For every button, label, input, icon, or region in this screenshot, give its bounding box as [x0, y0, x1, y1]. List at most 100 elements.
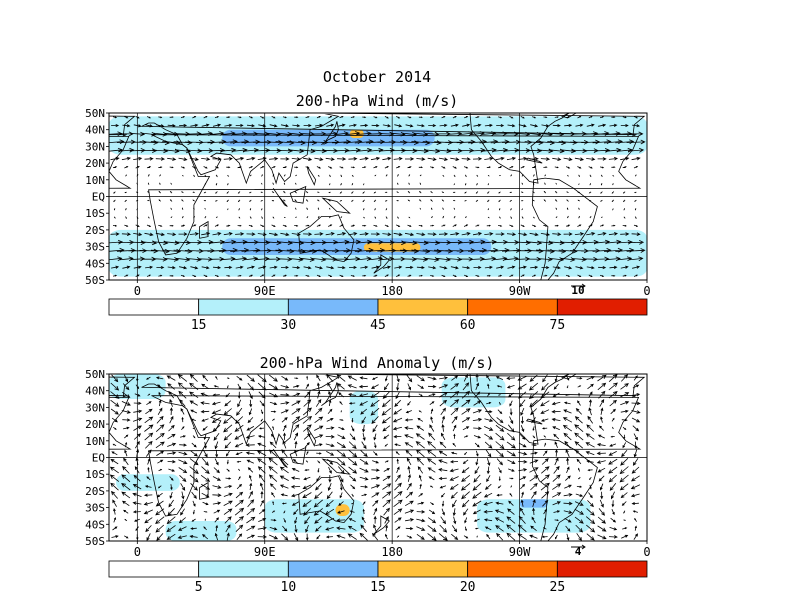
wind-vector — [633, 116, 638, 119]
wind-vector — [169, 491, 173, 499]
longitude-label: 90W — [509, 284, 531, 298]
wind-vector — [362, 508, 365, 515]
wind-vector — [111, 417, 118, 423]
wind-vector — [328, 166, 333, 169]
wind-vector — [167, 157, 177, 161]
latitude-label: 20S — [85, 224, 105, 237]
wind-vector — [371, 384, 379, 389]
wind-vector — [246, 516, 256, 524]
wind-vector — [554, 116, 559, 119]
wind-vector — [190, 450, 198, 457]
wind-vector — [248, 274, 254, 277]
coastline — [321, 197, 351, 214]
wind-vector — [150, 248, 170, 254]
wind-vector — [628, 256, 644, 262]
wind-vector — [139, 140, 159, 145]
wind-vector — [350, 116, 355, 118]
wind-vector — [316, 452, 322, 455]
wind-vector — [113, 426, 117, 430]
wind-vector — [110, 382, 120, 391]
coastline — [272, 448, 288, 468]
wind-vector — [526, 148, 543, 154]
wind-vector — [159, 182, 161, 185]
wind-vector — [498, 467, 502, 474]
wind-vector — [363, 216, 365, 219]
wind-vector — [169, 274, 174, 277]
wind-vector — [555, 216, 558, 219]
wind-vector — [214, 116, 220, 119]
wind-vector — [158, 190, 161, 194]
wind-vector — [326, 266, 335, 270]
wind-vector — [170, 216, 173, 219]
wind-vector — [179, 266, 188, 270]
wind-vector — [201, 157, 211, 161]
colorbar-swatch — [287, 560, 379, 578]
wind-vector — [370, 391, 380, 398]
wind-vector — [632, 458, 639, 466]
wind-vector — [328, 466, 332, 474]
wind-vector — [600, 174, 603, 178]
wind-vector — [521, 208, 524, 211]
wind-vector — [407, 392, 411, 399]
wind-vector — [483, 510, 493, 514]
wind-vector — [109, 239, 124, 245]
wind-vector — [359, 532, 368, 541]
wind-vector — [302, 415, 313, 424]
wind-vector — [498, 191, 501, 194]
wind-vector — [167, 124, 176, 128]
wind-vector — [223, 500, 233, 506]
wind-vector — [577, 199, 580, 202]
wind-vector — [291, 476, 300, 480]
wind-vector — [235, 491, 244, 499]
wind-vector — [407, 199, 411, 202]
wind-vector — [542, 427, 548, 430]
wind-vector — [393, 156, 403, 161]
wind-vector — [563, 401, 571, 405]
wind-vector — [348, 123, 357, 127]
wind-vector — [146, 401, 152, 406]
wind-vector — [465, 183, 467, 186]
wind-vector — [254, 256, 270, 262]
wind-vector — [157, 459, 164, 464]
wind-vector — [566, 466, 570, 474]
wind-vector — [225, 477, 232, 480]
wind-vector — [508, 392, 514, 398]
wind-vector — [619, 483, 629, 491]
wind-vector — [575, 266, 584, 270]
wind-vector — [226, 459, 229, 465]
wind-vector — [113, 274, 118, 277]
wind-vector — [226, 468, 230, 472]
wind-vector — [531, 490, 537, 499]
wind-vector — [261, 216, 263, 220]
wind-vector — [547, 140, 567, 146]
wind-vector — [551, 417, 561, 422]
coastline — [525, 418, 543, 425]
wind-vector — [193, 207, 195, 210]
wind-vector — [373, 116, 378, 119]
wind-vector — [374, 208, 376, 211]
wind-vector — [370, 484, 381, 489]
wind-vector — [428, 509, 436, 515]
wind-vector — [372, 424, 378, 433]
wind-vector — [327, 483, 332, 492]
wind-vector — [622, 527, 628, 530]
wind-vector — [463, 166, 469, 169]
wind-vector — [563, 432, 572, 441]
wind-vector — [214, 441, 219, 450]
latitude-label: 20N — [85, 157, 105, 170]
wind-vector — [474, 527, 479, 530]
wind-vector — [158, 274, 163, 277]
wind-vector — [361, 416, 367, 424]
wind-vector — [608, 466, 618, 474]
wind-vector — [509, 199, 513, 202]
wind-vector — [447, 256, 463, 262]
wind-vector — [449, 468, 459, 473]
wind-vector — [630, 475, 640, 482]
wind-vector — [564, 517, 572, 523]
wind-vector — [429, 424, 435, 432]
wind-vector — [542, 499, 549, 507]
wind-vector — [486, 224, 491, 227]
wind-vector — [476, 450, 479, 457]
wind-vector — [214, 532, 218, 541]
wind-vector — [581, 139, 601, 145]
